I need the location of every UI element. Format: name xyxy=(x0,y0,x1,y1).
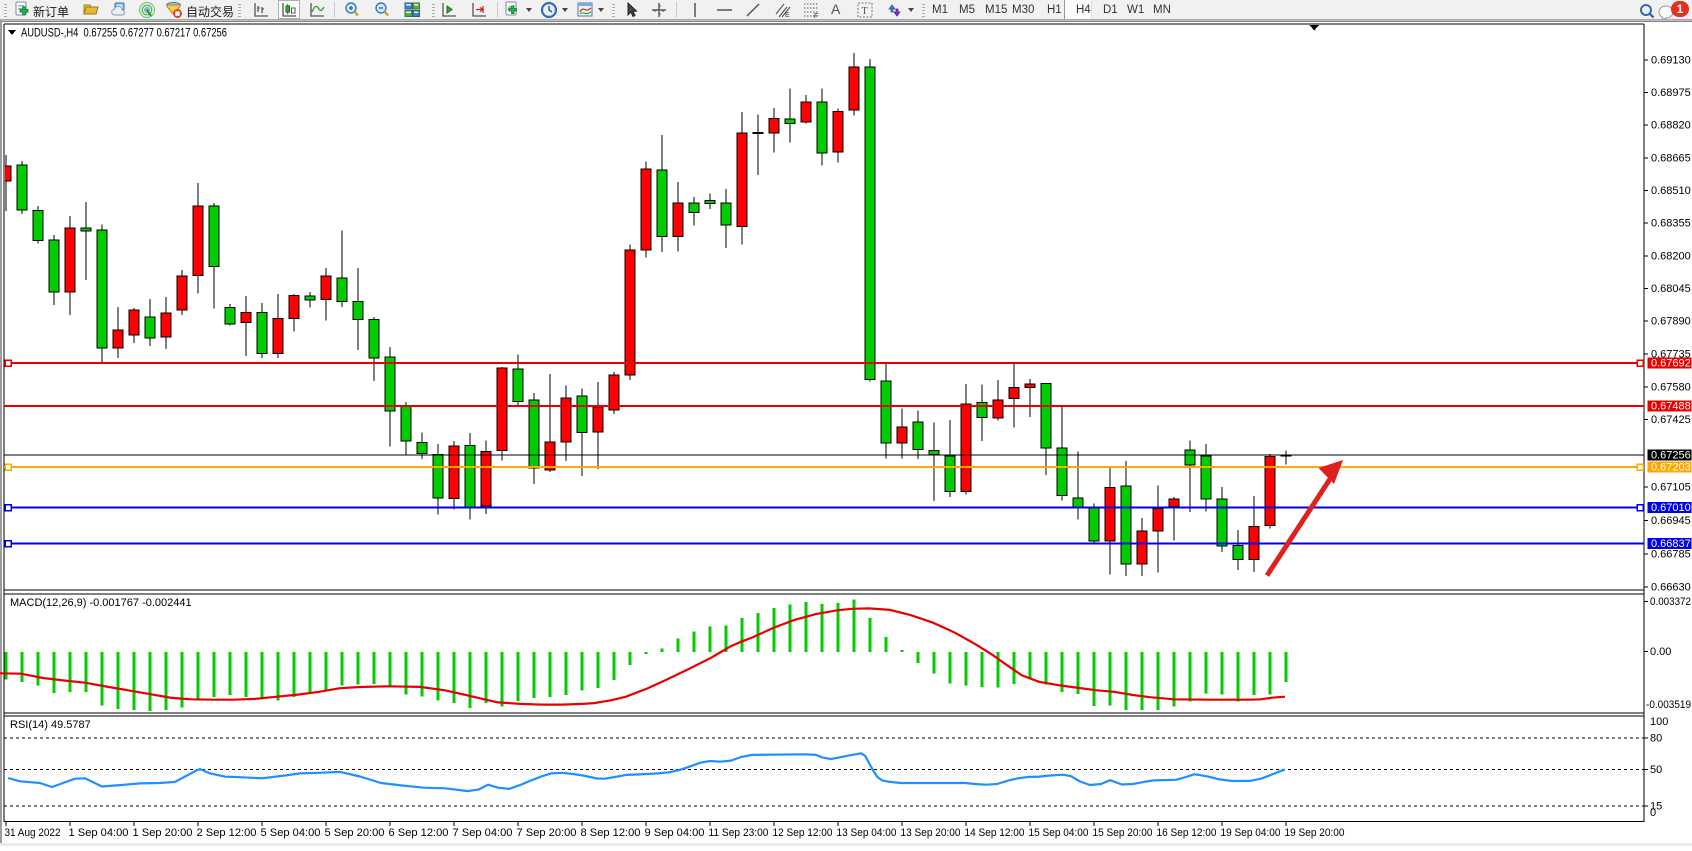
svg-text:RSI(14) 49.5787: RSI(14) 49.5787 xyxy=(10,719,91,731)
svg-text:13 Sep 20:00: 13 Sep 20:00 xyxy=(901,827,961,839)
svg-text:0.67425: 0.67425 xyxy=(1651,414,1691,426)
svg-text:0.68665: 0.68665 xyxy=(1651,153,1691,165)
svg-text:0.00: 0.00 xyxy=(1650,646,1671,658)
svg-text:16 Sep 12:00: 16 Sep 12:00 xyxy=(1157,827,1217,839)
svg-text:MACD(12,26,9) -0.001767 -0.002: MACD(12,26,9) -0.001767 -0.002441 xyxy=(10,597,192,609)
svg-text:T: T xyxy=(862,6,868,17)
svg-text:AUDUSD-,H4 0.67255 0.67277 0.: AUDUSD-,H4 0.67255 0.67277 0.67217 0.672… xyxy=(21,28,227,40)
svg-text:11 Sep 23:00: 11 Sep 23:00 xyxy=(709,827,769,839)
svg-text:0.67203: 0.67203 xyxy=(1651,462,1691,474)
svg-text:5 Sep 04:00: 5 Sep 04:00 xyxy=(261,827,321,839)
svg-text:15: 15 xyxy=(1650,801,1662,813)
svg-text:100: 100 xyxy=(1650,716,1668,728)
svg-text:7 Sep 20:00: 7 Sep 20:00 xyxy=(517,827,577,839)
svg-text:19 Sep 20:00: 19 Sep 20:00 xyxy=(1285,827,1345,839)
svg-text:1 Sep 04:00: 1 Sep 04:00 xyxy=(69,827,129,839)
svg-text:E: E xyxy=(785,12,790,19)
svg-text:5 Sep 20:00: 5 Sep 20:00 xyxy=(325,827,385,839)
svg-text:14 Sep 12:00: 14 Sep 12:00 xyxy=(965,827,1025,839)
svg-text:15 Sep 04:00: 15 Sep 04:00 xyxy=(1029,827,1089,839)
svg-text:0.67010: 0.67010 xyxy=(1651,502,1691,514)
svg-text:0.68355: 0.68355 xyxy=(1651,218,1691,230)
svg-text:0.67692: 0.67692 xyxy=(1651,358,1691,370)
svg-text:0.003372: 0.003372 xyxy=(1650,596,1691,608)
svg-text:0.68975: 0.68975 xyxy=(1651,87,1691,99)
svg-text:6 Sep 12:00: 6 Sep 12:00 xyxy=(389,827,449,839)
svg-text:0.68200: 0.68200 xyxy=(1651,251,1691,263)
svg-text:9 Sep 04:00: 9 Sep 04:00 xyxy=(645,827,705,839)
svg-text:13 Sep 04:00: 13 Sep 04:00 xyxy=(837,827,897,839)
svg-text:0.69130: 0.69130 xyxy=(1651,55,1691,67)
svg-text:0.67105: 0.67105 xyxy=(1651,482,1691,494)
svg-text:-0.003519: -0.003519 xyxy=(1646,699,1691,711)
svg-text:15 Sep 20:00: 15 Sep 20:00 xyxy=(1093,827,1153,839)
svg-text:0.67256: 0.67256 xyxy=(1651,450,1691,462)
svg-text:0.67488: 0.67488 xyxy=(1651,401,1691,413)
svg-text:80: 80 xyxy=(1650,733,1662,745)
svg-text:31 Aug 2022: 31 Aug 2022 xyxy=(5,827,61,839)
svg-text:12 Sep 12:00: 12 Sep 12:00 xyxy=(773,827,833,839)
svg-text:0.66630: 0.66630 xyxy=(1651,582,1691,594)
svg-text:0.68510: 0.68510 xyxy=(1651,185,1691,197)
svg-text:7 Sep 04:00: 7 Sep 04:00 xyxy=(453,827,513,839)
svg-text:50: 50 xyxy=(1650,764,1662,776)
svg-text:0.68820: 0.68820 xyxy=(1651,120,1691,132)
svg-text:0.66837: 0.66837 xyxy=(1651,538,1691,550)
svg-text:8 Sep 12:00: 8 Sep 12:00 xyxy=(581,827,641,839)
svg-text:0.67890: 0.67890 xyxy=(1651,316,1691,328)
svg-text:0.68045: 0.68045 xyxy=(1651,283,1691,295)
svg-text:2 Sep 12:00: 2 Sep 12:00 xyxy=(197,827,257,839)
svg-text:F: F xyxy=(814,13,818,19)
svg-text:0.66945: 0.66945 xyxy=(1651,515,1691,527)
svg-text:0: 0 xyxy=(1650,807,1656,819)
svg-text:0.66785: 0.66785 xyxy=(1651,549,1691,561)
svg-text:0.67580: 0.67580 xyxy=(1651,382,1691,394)
svg-text:1 Sep 20:00: 1 Sep 20:00 xyxy=(133,827,193,839)
svg-text:19 Sep 04:00: 19 Sep 04:00 xyxy=(1221,827,1281,839)
